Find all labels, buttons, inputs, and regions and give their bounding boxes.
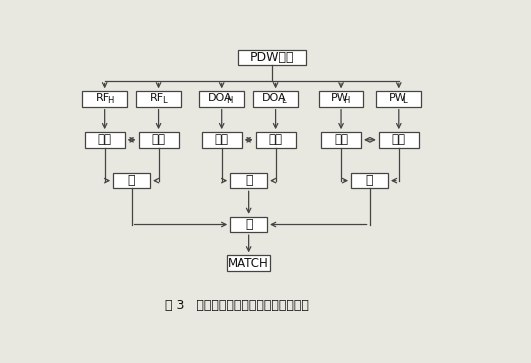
Bar bbox=[230, 173, 267, 188]
Bar bbox=[227, 255, 270, 271]
Text: 与: 与 bbox=[128, 174, 135, 187]
Text: PW: PW bbox=[331, 93, 348, 103]
Text: 比较: 比较 bbox=[98, 133, 112, 146]
Bar bbox=[139, 132, 178, 147]
Bar bbox=[136, 91, 181, 107]
Text: H: H bbox=[227, 97, 233, 105]
Bar bbox=[319, 91, 363, 107]
Bar bbox=[202, 132, 242, 147]
Text: RF: RF bbox=[150, 93, 164, 103]
Bar bbox=[84, 132, 125, 147]
Text: 比较: 比较 bbox=[269, 133, 282, 146]
Bar bbox=[376, 91, 421, 107]
Bar bbox=[321, 132, 361, 147]
Bar bbox=[113, 173, 150, 188]
Text: DOA: DOA bbox=[208, 93, 233, 103]
Bar bbox=[253, 91, 298, 107]
Bar bbox=[255, 132, 296, 147]
Bar bbox=[82, 91, 127, 107]
Text: PW: PW bbox=[388, 93, 406, 103]
Text: 比较: 比较 bbox=[215, 133, 229, 146]
Text: H: H bbox=[107, 97, 113, 105]
Text: 比较: 比较 bbox=[334, 133, 348, 146]
Text: PDW输入: PDW输入 bbox=[250, 51, 294, 64]
Text: L: L bbox=[281, 97, 286, 105]
Text: 比较: 比较 bbox=[392, 133, 406, 146]
Text: DOA: DOA bbox=[262, 93, 286, 103]
Text: MATCH: MATCH bbox=[228, 257, 269, 269]
Text: 图 3   传统单路三参数关联比较器原理图: 图 3 传统单路三参数关联比较器原理图 bbox=[165, 299, 309, 312]
Bar bbox=[230, 217, 267, 232]
Text: L: L bbox=[161, 97, 166, 105]
Text: L: L bbox=[402, 97, 407, 105]
Text: 比较: 比较 bbox=[151, 133, 166, 146]
Bar bbox=[199, 91, 244, 107]
Text: 与: 与 bbox=[245, 218, 252, 231]
Bar bbox=[238, 50, 306, 65]
Text: RF: RF bbox=[96, 93, 110, 103]
Text: 与: 与 bbox=[366, 174, 373, 187]
Bar bbox=[351, 173, 388, 188]
Text: 与: 与 bbox=[245, 174, 252, 187]
Text: H: H bbox=[343, 97, 349, 105]
Bar bbox=[379, 132, 419, 147]
